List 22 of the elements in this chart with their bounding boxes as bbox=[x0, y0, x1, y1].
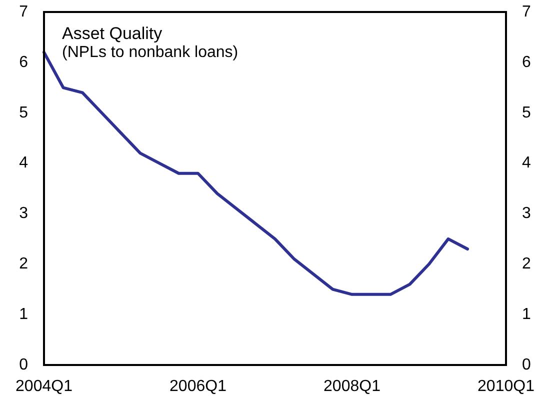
x-tick-label: 2008Q1 bbox=[324, 378, 381, 396]
y-tick-label: 7 bbox=[19, 3, 28, 20]
y2-tick-label: 6 bbox=[522, 54, 531, 71]
y-tick-label: 4 bbox=[19, 154, 28, 172]
y-tick-label: 0 bbox=[19, 356, 28, 374]
y2-tick-label: 4 bbox=[522, 154, 531, 172]
y2-tick-label: 2 bbox=[522, 256, 531, 273]
x-tick-label: 2010Q1 bbox=[478, 378, 535, 396]
x-tick-label: 2004Q1 bbox=[16, 378, 73, 396]
y-tick-label: 5 bbox=[19, 104, 28, 122]
y2-tick-label: 3 bbox=[522, 205, 531, 222]
y-tick-label: 2 bbox=[19, 256, 28, 273]
y-tick-label: 6 bbox=[19, 54, 28, 71]
y2-tick-label: 1 bbox=[522, 306, 531, 323]
text: Asset Quality bbox=[62, 24, 163, 43]
y2-tick-label: 7 bbox=[522, 3, 531, 20]
x-tick-label: 2006Q1 bbox=[170, 378, 227, 396]
y-tick-label: 3 bbox=[19, 205, 28, 222]
text: (NPLs to nonbank loans) bbox=[62, 44, 238, 61]
y-tick-label: 1 bbox=[19, 306, 28, 323]
y2-tick-label: 0 bbox=[522, 356, 531, 374]
y2-tick-label: 5 bbox=[522, 104, 531, 122]
